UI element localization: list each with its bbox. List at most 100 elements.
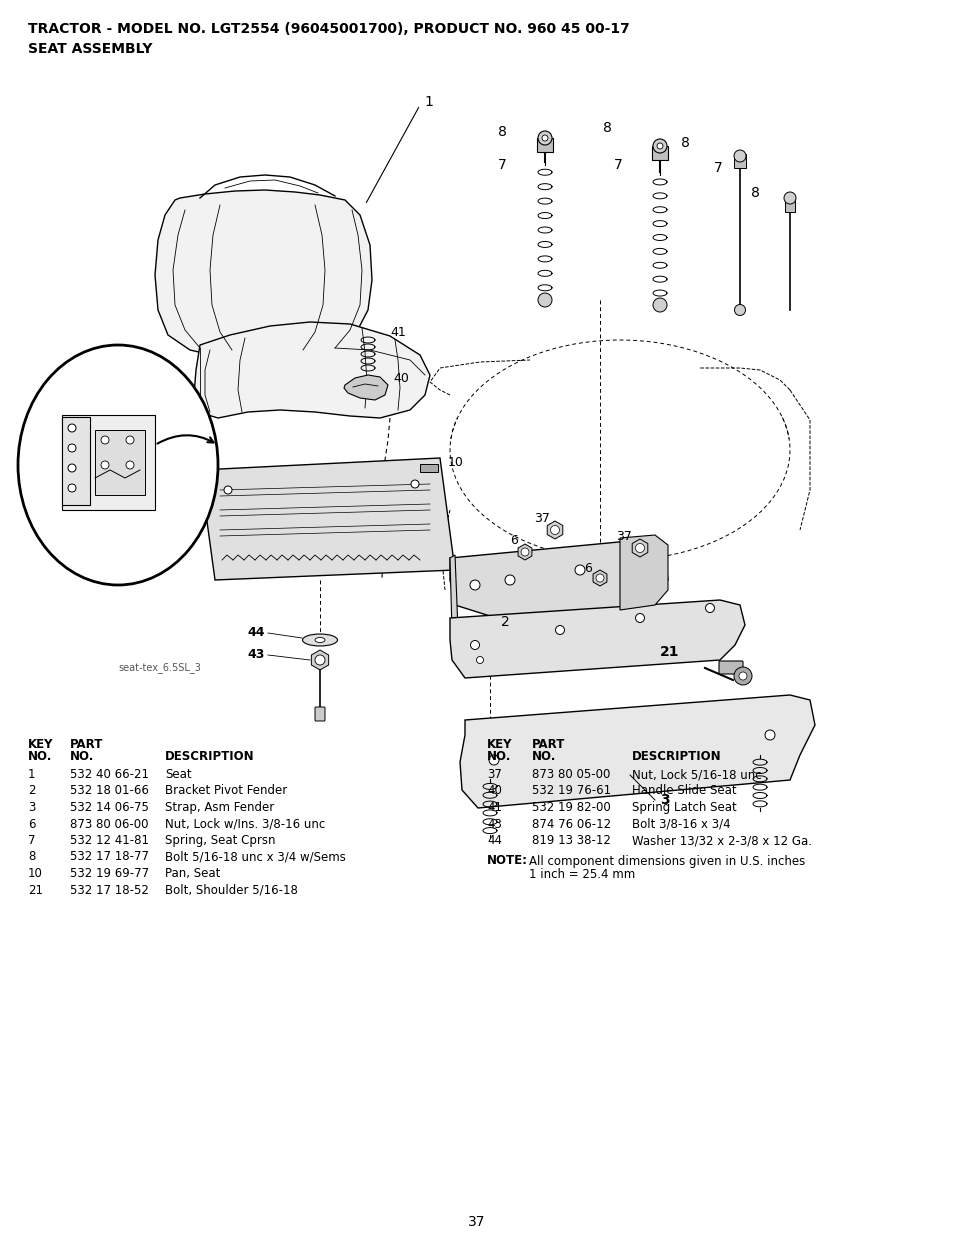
- Circle shape: [550, 526, 558, 535]
- Text: 873 80 06-00: 873 80 06-00: [70, 818, 149, 830]
- Circle shape: [555, 625, 564, 635]
- Text: Bracket Pivot Fender: Bracket Pivot Fender: [165, 784, 287, 798]
- Circle shape: [575, 564, 584, 576]
- FancyBboxPatch shape: [784, 198, 794, 212]
- Circle shape: [657, 143, 662, 149]
- Text: TRACTOR - MODEL NO. LGT2554 (96045001700), PRODUCT NO. 960 45 00-17: TRACTOR - MODEL NO. LGT2554 (96045001700…: [28, 22, 629, 36]
- Text: Nut, Lock w/Ins. 3/8-16 unc: Nut, Lock w/Ins. 3/8-16 unc: [165, 818, 325, 830]
- Text: 8: 8: [497, 125, 506, 140]
- Polygon shape: [619, 535, 667, 610]
- Text: 6: 6: [28, 818, 35, 830]
- Text: 43: 43: [248, 648, 265, 662]
- Text: 7: 7: [497, 158, 506, 172]
- FancyBboxPatch shape: [62, 415, 154, 510]
- Circle shape: [733, 149, 745, 162]
- Text: 8: 8: [602, 121, 611, 135]
- Text: 1: 1: [423, 95, 433, 109]
- Circle shape: [314, 655, 325, 664]
- Text: 21: 21: [28, 883, 43, 897]
- Circle shape: [764, 730, 774, 740]
- Text: 532 17 18-52: 532 17 18-52: [70, 883, 149, 897]
- Text: NO.: NO.: [28, 750, 52, 763]
- Text: NO.: NO.: [532, 750, 556, 763]
- Circle shape: [652, 140, 666, 153]
- Circle shape: [733, 667, 751, 685]
- Text: 7: 7: [28, 834, 35, 847]
- Circle shape: [537, 293, 552, 308]
- Polygon shape: [459, 695, 814, 808]
- Ellipse shape: [18, 345, 218, 585]
- FancyBboxPatch shape: [733, 154, 745, 168]
- Text: NO.: NO.: [486, 750, 511, 763]
- Text: 37: 37: [534, 511, 550, 525]
- Text: 873 80 05-00: 873 80 05-00: [532, 768, 610, 781]
- Circle shape: [635, 543, 644, 552]
- Text: Handle Slide Seat: Handle Slide Seat: [631, 784, 736, 798]
- Text: Spring, Seat Cprsn: Spring, Seat Cprsn: [165, 834, 275, 847]
- Text: 43: 43: [486, 818, 501, 830]
- Text: 6: 6: [510, 535, 517, 547]
- Text: 6: 6: [583, 562, 592, 574]
- Circle shape: [734, 305, 744, 315]
- Text: 532 14 06-75: 532 14 06-75: [70, 802, 149, 814]
- Text: 10: 10: [28, 867, 43, 881]
- Text: 819 13 38-12: 819 13 38-12: [532, 834, 610, 847]
- Circle shape: [537, 131, 552, 144]
- Text: KEY: KEY: [486, 739, 512, 751]
- Text: 21: 21: [659, 645, 679, 659]
- Polygon shape: [450, 600, 744, 678]
- Text: 3: 3: [28, 802, 35, 814]
- Circle shape: [68, 484, 76, 492]
- Circle shape: [126, 436, 133, 445]
- Text: 41: 41: [486, 802, 501, 814]
- Circle shape: [520, 548, 529, 556]
- Text: 37: 37: [616, 531, 631, 543]
- Text: Strap, Asm Fender: Strap, Asm Fender: [165, 802, 274, 814]
- Text: 7: 7: [613, 158, 621, 172]
- Circle shape: [101, 436, 109, 445]
- Text: 3: 3: [659, 793, 669, 806]
- Text: NO.: NO.: [70, 750, 94, 763]
- Text: SEAT ASSEMBLY: SEAT ASSEMBLY: [28, 42, 152, 56]
- Text: 532 19 82-00: 532 19 82-00: [532, 802, 610, 814]
- Ellipse shape: [302, 634, 337, 646]
- Text: Bolt 5/16-18 unc x 3/4 w/Sems: Bolt 5/16-18 unc x 3/4 w/Sems: [165, 851, 346, 863]
- Text: 8: 8: [750, 186, 759, 200]
- Text: 44: 44: [486, 834, 501, 847]
- Text: 874 76 06-12: 874 76 06-12: [532, 818, 611, 830]
- Text: 532 40 66-21: 532 40 66-21: [70, 768, 149, 781]
- Circle shape: [68, 464, 76, 472]
- Text: 44: 44: [247, 626, 265, 640]
- Circle shape: [783, 191, 795, 204]
- Ellipse shape: [20, 347, 215, 583]
- Text: PART: PART: [532, 739, 565, 751]
- FancyBboxPatch shape: [62, 417, 90, 505]
- FancyBboxPatch shape: [95, 430, 145, 495]
- Polygon shape: [193, 322, 430, 417]
- Text: PART: PART: [70, 739, 103, 751]
- Text: 40: 40: [393, 372, 409, 384]
- Text: 8: 8: [28, 851, 35, 863]
- Text: 10: 10: [448, 456, 463, 468]
- Polygon shape: [200, 458, 455, 580]
- Circle shape: [652, 298, 666, 312]
- Circle shape: [596, 574, 603, 582]
- Circle shape: [224, 487, 232, 494]
- Circle shape: [489, 755, 498, 764]
- Text: Nut, Lock 5/16-18 unc: Nut, Lock 5/16-18 unc: [631, 768, 760, 781]
- Circle shape: [126, 461, 133, 469]
- Text: Washer 13/32 x 2-3/8 x 12 Ga.: Washer 13/32 x 2-3/8 x 12 Ga.: [631, 834, 811, 847]
- Text: 37: 37: [468, 1215, 485, 1229]
- Text: 2: 2: [500, 615, 509, 629]
- Text: Bolt 3/8-16 x 3/4: Bolt 3/8-16 x 3/4: [631, 818, 730, 830]
- Circle shape: [68, 424, 76, 432]
- Text: Spring Latch Seat: Spring Latch Seat: [631, 802, 736, 814]
- Text: Pan, Seat: Pan, Seat: [165, 867, 220, 881]
- Text: Bolt, Shoulder 5/16-18: Bolt, Shoulder 5/16-18: [165, 883, 297, 897]
- Polygon shape: [344, 375, 388, 400]
- Circle shape: [739, 672, 746, 680]
- Text: 41: 41: [390, 326, 405, 338]
- FancyBboxPatch shape: [419, 464, 437, 472]
- FancyBboxPatch shape: [719, 661, 742, 674]
- Text: Seat: Seat: [165, 768, 192, 781]
